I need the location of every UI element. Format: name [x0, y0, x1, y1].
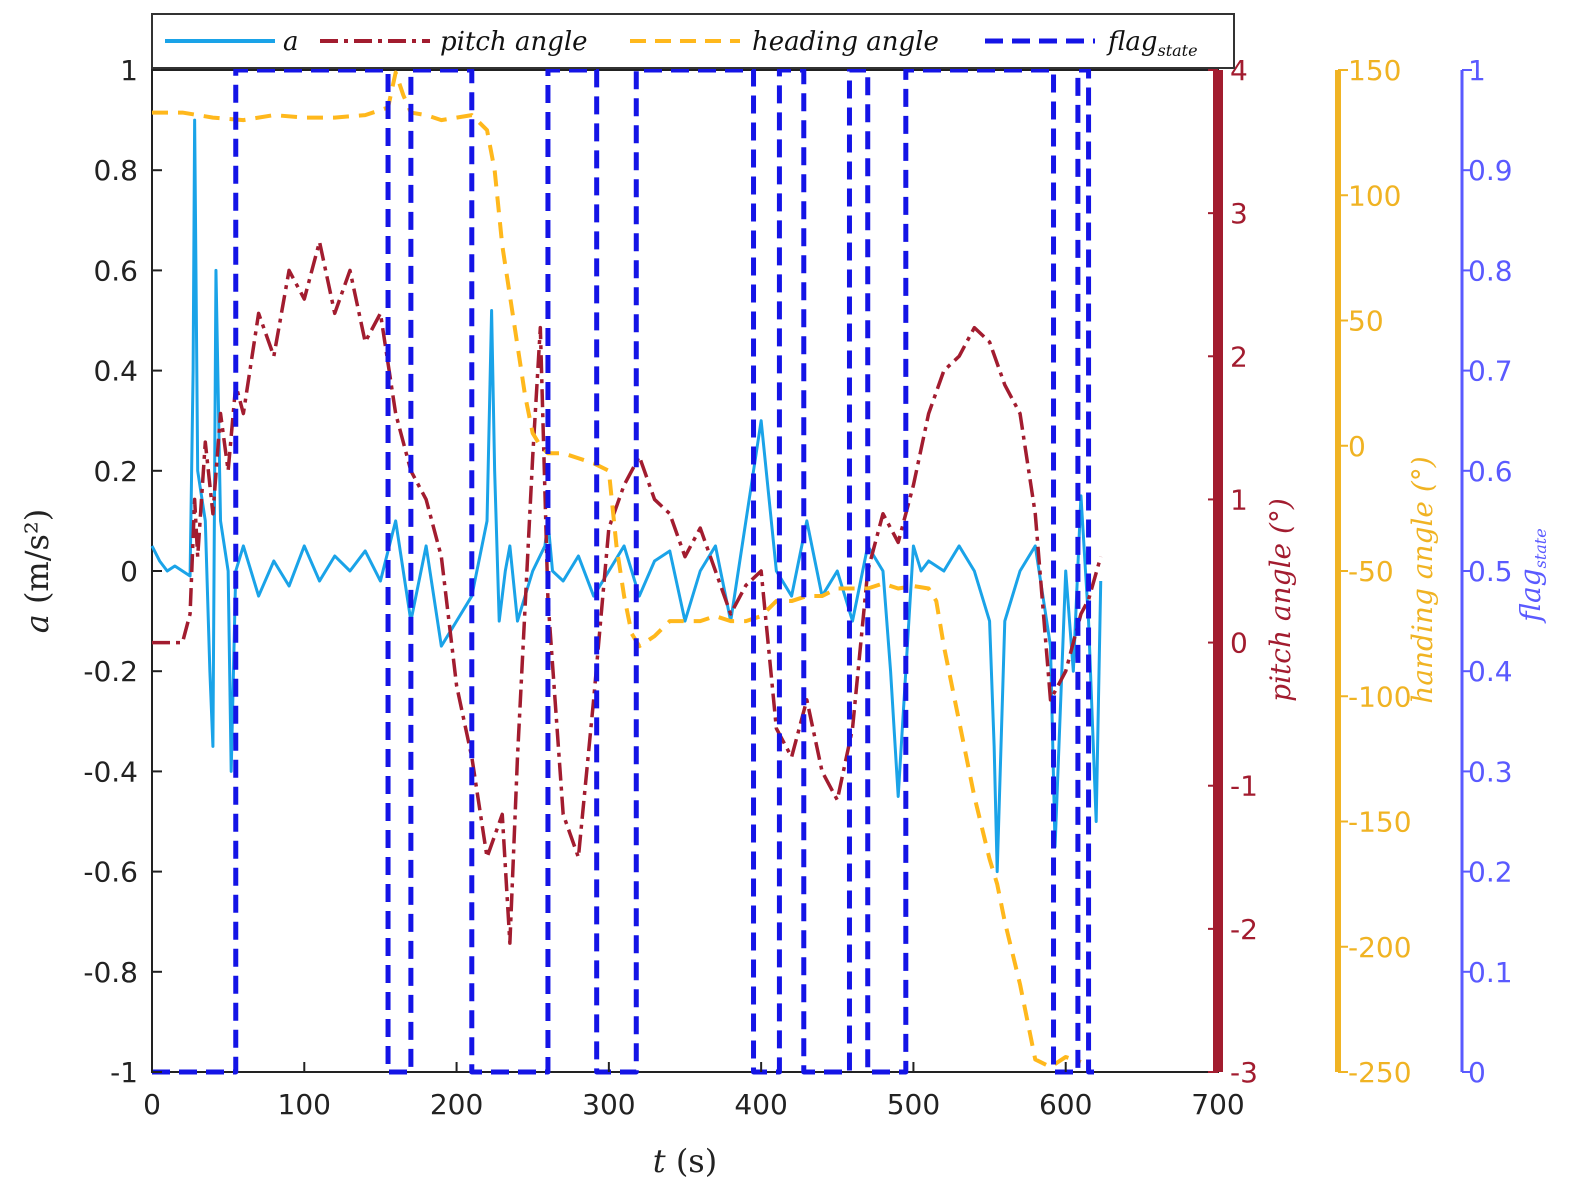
heading-tick-label: 150 [1348, 54, 1401, 87]
left-tick-label: 0 [120, 555, 138, 588]
series-layer [150, 67, 1103, 1075]
x-tick-label: 500 [887, 1088, 940, 1121]
series-a-line [150, 118, 1103, 874]
heading-tick-label: -200 [1348, 931, 1412, 964]
flag-tick-label: 0 [1468, 1056, 1486, 1089]
heading-tick-label: 50 [1348, 305, 1384, 338]
flag-tick-label: 0.8 [1468, 254, 1513, 287]
x-tick-label: 300 [582, 1088, 635, 1121]
legend-label-flag: flagstate [1106, 27, 1198, 60]
flag-tick-label: 0.6 [1468, 455, 1513, 488]
x-tick-label: 100 [278, 1088, 331, 1121]
flag-tick-label: 0.7 [1468, 355, 1513, 388]
legend-label-heading: heading angle [752, 27, 939, 57]
flag-axis: 1 0.9 0.8 0.7 0.6 0.5 0.4 0.3 0.2 0.1 0 [1460, 54, 1513, 1089]
flag-axis-title: flagstate [1514, 528, 1550, 623]
series-pitch-angle-line [152, 240, 1103, 945]
flag-tick-label: 0.2 [1468, 856, 1513, 889]
x-tick-label: 0 [143, 1088, 161, 1121]
heading-tick-label: -250 [1348, 1056, 1412, 1089]
x-tick-label: 200 [430, 1088, 483, 1121]
flag-tick-label: 0.9 [1468, 154, 1513, 187]
left-tick-label: -0.2 [83, 655, 138, 688]
flag-tick-label: 1 [1468, 54, 1486, 87]
left-tick-label: 0.2 [93, 455, 138, 488]
pitch-tick-label: -1 [1230, 770, 1258, 803]
pitch-tick-label: 1 [1230, 483, 1248, 516]
left-tick-label: -1 [110, 1056, 138, 1089]
legend: a pitch angle heading angle flagstate [151, 13, 1235, 69]
x-axis-title: t (s) [653, 1142, 717, 1180]
pitch-axis-title: pitch angle (°) [1264, 498, 1297, 702]
left-tick-label: 0.4 [93, 355, 138, 388]
x-axis: 0 100 200 300 400 500 600 700 [143, 1062, 1245, 1121]
pitch-tick-label: 3 [1230, 197, 1248, 230]
left-tick-label: -0.8 [83, 956, 138, 989]
heading-axis-title: handing angle (°) [1406, 456, 1439, 703]
pitch-tick-label: 2 [1230, 340, 1248, 373]
flag-tick-label: 0.4 [1468, 655, 1513, 688]
flag-tick-label: 0.5 [1468, 555, 1513, 588]
left-tick-label: 0.8 [93, 154, 138, 187]
x-tick-label: 600 [1039, 1088, 1092, 1121]
flag-tick-label: 0.1 [1468, 956, 1513, 989]
left-axis: 1 0.8 0.6 0.4 0.2 0 -0.2 -0.4 -0.6 -0.8 -1 [83, 54, 162, 1089]
left-tick-label: -0.6 [83, 856, 138, 889]
heading-tick-label: -50 [1348, 555, 1394, 588]
left-tick-label: 1 [120, 54, 138, 87]
legend-label-pitch: pitch angle [440, 27, 588, 57]
x-tick-label: 400 [734, 1088, 787, 1121]
pitch-tick-label: -3 [1230, 1056, 1258, 1089]
heading-tick-label: 100 [1348, 179, 1401, 212]
heading-axis: 150 100 50 0 -50 -100 -150 -200 -250 [1335, 54, 1412, 1089]
heading-tick-label: -150 [1348, 806, 1412, 839]
pitch-tick-label: -2 [1230, 913, 1258, 946]
flag-tick-label: 0.3 [1468, 755, 1513, 788]
x-tick-label: 700 [1191, 1088, 1244, 1121]
y-axis-title: a (m/s²) [18, 509, 56, 634]
heading-tick-label: -100 [1348, 680, 1412, 713]
pitch-tick-label: 0 [1230, 627, 1248, 660]
left-tick-label: 0.6 [93, 254, 138, 287]
plot-area [151, 69, 1219, 1073]
heading-tick-label: 0 [1348, 430, 1366, 463]
left-tick-label: -0.4 [83, 755, 138, 788]
legend-label-a: a [283, 27, 299, 57]
series-flag-state-line [152, 67, 1101, 1075]
